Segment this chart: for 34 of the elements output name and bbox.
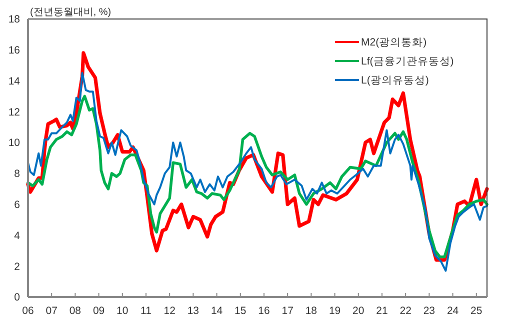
x-tick-label: 08: [69, 305, 82, 317]
legend-label: Lf(금융기관유동성): [361, 56, 454, 68]
x-tick-label: 23: [423, 305, 436, 317]
x-tick-label: 07: [46, 305, 58, 317]
x-tick-label: 21: [376, 305, 388, 317]
x-tick-label: 14: [210, 305, 223, 317]
x-tick-label: 17: [282, 305, 294, 317]
y-tick-label: 0: [14, 292, 20, 304]
y-tick-label: 14: [8, 75, 20, 88]
x-tick-label: 15: [234, 305, 246, 317]
x-tick-label: 24: [446, 305, 459, 317]
x-tick-label: 20: [352, 305, 364, 317]
y-tick-label: 8: [14, 168, 20, 180]
x-tick-label: 06: [22, 305, 34, 317]
y-tick-label: 4: [14, 230, 20, 242]
x-tick-label: 22: [400, 305, 412, 317]
y-tick-label: 12: [8, 106, 20, 118]
x-tick-label: 10: [116, 305, 128, 317]
x-tick-label: 12: [164, 305, 176, 317]
legend-label: L(광의유동성): [361, 74, 429, 87]
y-tick-label: 18: [8, 14, 20, 26]
x-tick-label: 25: [470, 305, 482, 317]
x-tick-label: 19: [328, 305, 341, 317]
x-tick-label: 13: [187, 305, 200, 317]
y-tick-label: 10: [8, 137, 20, 150]
x-tick-label: 18: [305, 305, 318, 317]
y-tick-label: 16: [8, 44, 20, 57]
x-tick-label: 09: [92, 305, 105, 317]
x-tick-label: 11: [140, 305, 152, 317]
x-tick-label: 16: [258, 305, 270, 317]
y-tick-label: 2: [14, 260, 20, 273]
y-axis-title: (전년동월대비, %): [30, 7, 112, 18]
y-tick-label: 6: [14, 199, 20, 212]
legend-label: M2(광의통화): [361, 36, 427, 49]
